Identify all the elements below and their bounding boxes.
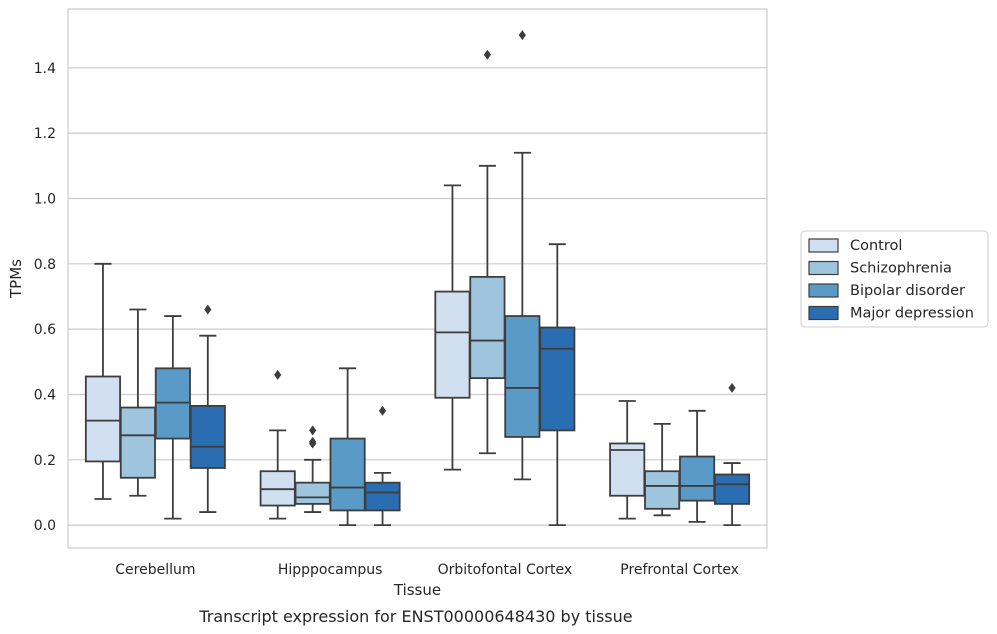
box-0-1 bbox=[119, 308, 156, 497]
chart-caption: Transcript expression for ENST0000064843… bbox=[198, 607, 632, 626]
y-tick-label: 0.2 bbox=[34, 453, 56, 469]
box-2-2 bbox=[504, 30, 541, 481]
y-tick-label: 1.2 bbox=[34, 126, 56, 142]
y-tick-label: 0.8 bbox=[34, 257, 56, 273]
legend-swatch bbox=[808, 283, 839, 298]
legend-label: Schizophrenia bbox=[850, 261, 952, 277]
iqr-box bbox=[609, 442, 646, 497]
iqr-box bbox=[189, 404, 226, 469]
outlier-point bbox=[728, 382, 736, 393]
iqr-box bbox=[434, 290, 471, 399]
plot-frame bbox=[67, 8, 768, 549]
y-tick-labels: 0.0 0.2 0.4 0.6 0.8 1.0 1.2 1.4 bbox=[34, 61, 56, 534]
iqr-box bbox=[644, 470, 681, 510]
outlier-point bbox=[309, 425, 317, 436]
x-tick-labels: Cerebellum Hipppocampus Orbitofontal Corte… bbox=[115, 562, 739, 578]
legend-swatch bbox=[808, 238, 839, 253]
iqr-box bbox=[329, 437, 366, 512]
x-tick-label: Prefrontal Cortex bbox=[620, 562, 739, 578]
legend-label: Major depression bbox=[850, 306, 974, 322]
iqr-box bbox=[364, 481, 401, 512]
y-axis-label: TPMs bbox=[7, 259, 25, 299]
box-3-1 bbox=[644, 422, 681, 517]
outlier-point bbox=[274, 369, 282, 380]
x-tick-label: Cerebellum bbox=[115, 562, 195, 578]
y-tick-label: 0.6 bbox=[34, 322, 56, 338]
box-1-2 bbox=[329, 367, 366, 527]
y-tick-label: 0.4 bbox=[34, 387, 56, 403]
box-0-3 bbox=[189, 304, 226, 513]
legend-label: Control bbox=[850, 238, 902, 254]
box-2-0 bbox=[434, 184, 471, 471]
y-tick-label: 1.0 bbox=[34, 191, 56, 207]
box-3-0 bbox=[609, 400, 646, 520]
iqr-box bbox=[714, 473, 751, 505]
iqr-box bbox=[539, 326, 576, 432]
legend: Control Schizophrenia Bipolar disorder Majo… bbox=[800, 230, 989, 328]
box-3-3 bbox=[714, 382, 751, 527]
boxes bbox=[84, 30, 751, 527]
legend-swatch bbox=[808, 305, 839, 321]
iqr-box bbox=[504, 315, 541, 438]
outlier-point bbox=[378, 405, 387, 416]
y-tick-label: 1.4 bbox=[34, 61, 56, 77]
iqr-box bbox=[679, 455, 716, 502]
box-1-3 bbox=[364, 405, 401, 527]
box-2-3 bbox=[539, 243, 576, 527]
iqr-box bbox=[469, 275, 506, 380]
outlier-point bbox=[518, 30, 526, 41]
box-1-1 bbox=[294, 425, 331, 513]
outlier-point bbox=[309, 436, 317, 447]
iqr-box bbox=[294, 481, 331, 505]
box-0-2 bbox=[154, 315, 191, 520]
x-tick-label: Hipppocampus bbox=[278, 562, 383, 578]
outlier-point bbox=[204, 304, 212, 315]
x-axis-label: Tissue bbox=[393, 581, 441, 599]
box-1-0 bbox=[259, 369, 296, 520]
legend-frame bbox=[800, 230, 989, 328]
outlier-point bbox=[483, 49, 491, 60]
box-0-0 bbox=[84, 262, 121, 500]
legend-label: Bipolar disorder bbox=[850, 283, 965, 299]
y-tick-label: 0.0 bbox=[34, 518, 56, 534]
iqr-box bbox=[84, 375, 121, 463]
x-tick-label: Orbitofontal Cortex bbox=[438, 562, 573, 578]
legend-swatch bbox=[808, 260, 839, 276]
box-3-2 bbox=[679, 409, 716, 523]
iqr-box bbox=[119, 406, 156, 479]
box-2-1 bbox=[469, 49, 506, 455]
